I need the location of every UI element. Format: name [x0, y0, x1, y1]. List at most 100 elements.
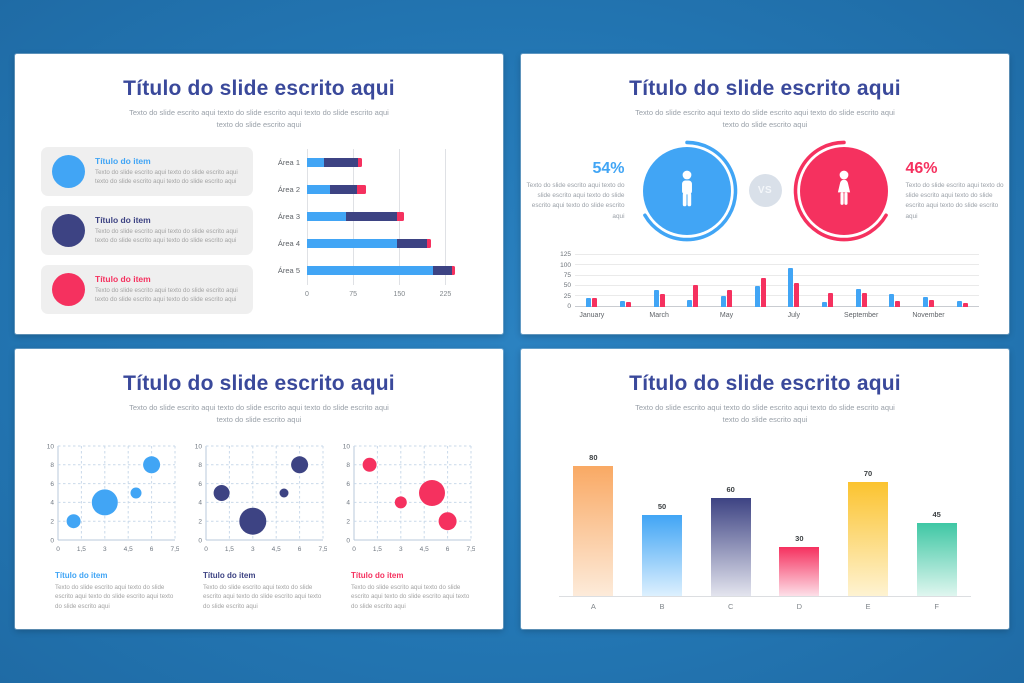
plot-area: 0 25 50 75 100 125: [560, 251, 979, 310]
x-tick-label: 6: [446, 546, 450, 553]
slide-1[interactable]: Título do slide escrito aqui Texto do sl…: [15, 54, 503, 334]
y-tick-label: 0: [567, 303, 571, 311]
bar: [754, 285, 760, 307]
x-tick-label: 1,5: [373, 546, 382, 553]
male-percentage: 54%: [592, 159, 625, 177]
x-tick-label: 0: [352, 546, 356, 553]
x-tick-label: 1,5: [77, 546, 86, 553]
x-tick-label: 3: [251, 546, 255, 553]
category-label: Área 2: [277, 184, 300, 194]
x-tick-label: 4,5: [124, 546, 133, 553]
bubble: [279, 488, 289, 498]
x-tick-label: C: [727, 601, 734, 611]
bubble: [394, 496, 407, 509]
female-percentage: 46%: [905, 159, 938, 177]
category-label: Área 4: [277, 238, 300, 248]
x-tick-label: 75: [349, 290, 358, 298]
bar: [592, 298, 598, 307]
bar-group: [743, 255, 777, 307]
plot-area: 80 50 60 30 70 45: [559, 445, 971, 597]
y-tick-label: 8: [346, 462, 350, 469]
gridline: [575, 284, 979, 286]
bar-row: Área 5: [269, 257, 477, 284]
legend-item[interactable]: Título do item Texto do slide escrito aqu…: [41, 264, 253, 314]
bar-group: [811, 255, 845, 307]
bar-group: [912, 255, 946, 307]
gridline: [575, 274, 979, 276]
legend-item[interactable]: Título do item Texto do slide escrito aqu…: [41, 205, 253, 255]
bar-cell: 50: [628, 502, 697, 596]
y-tick-label: 2: [198, 518, 202, 525]
y-tick-label: 6: [346, 481, 350, 488]
legend-item-text: Texto do slide escrito aqui texto do sli…: [95, 227, 238, 245]
x-tick-label: 3: [103, 546, 107, 553]
category-label: Área 5: [277, 265, 300, 275]
bubble: [130, 487, 142, 499]
bar-segment: [358, 157, 362, 167]
bubble-item-title: Título do item: [55, 570, 108, 580]
slide-title: Título do slide escrito aqui: [629, 372, 901, 395]
slide-4[interactable]: Título do slide escrito aqui Texto do sl…: [521, 349, 1009, 629]
x-tick-label: 7,5: [318, 546, 327, 553]
bar-group: [945, 255, 979, 307]
bubble-item-text: Texto do slide escrito aqui texto do sli…: [351, 583, 470, 610]
x-tick-label: 150: [393, 290, 406, 298]
slide1-body: Título do item Texto do slide escrito aqu…: [41, 146, 477, 314]
bubble-chart-cell: 0 2 4 6 8 10 0 1,5 3 4,5 6 7,5 Título do item Texto d…: [191, 440, 328, 612]
female-stat-block: 46% Texto do slide escrito aqui texto do…: [906, 160, 1007, 222]
bar: [794, 283, 800, 307]
gridline: [575, 264, 979, 266]
legend-item[interactable]: Título do item Texto do slide escrito aqu…: [41, 146, 253, 196]
y-tick-label: 4: [198, 499, 202, 506]
female-icon: [837, 170, 850, 205]
legend-texts: Título do item Texto do slide escrito aqu…: [95, 215, 242, 246]
x-tick-label: 0: [56, 546, 60, 553]
x-tick-label: 3: [399, 546, 403, 553]
bar: [962, 303, 968, 307]
legend-texts: Título do item Texto do slide escrito aqu…: [95, 274, 242, 305]
bubble-chart-cell: 0 2 4 6 8 10 0 1,5 3 4,5 6 7,5 Título do item Texto d…: [339, 440, 476, 612]
legend-item-title: Título do item: [95, 155, 151, 166]
x-tick-label: May: [719, 311, 734, 319]
legend-item-text: Texto do slide escrito aqui texto do sli…: [95, 286, 238, 304]
bubble-chart-cell: 0 2 4 6 8 10 0 1,5 3 4,5 6 7,5 Título do item Texto d…: [43, 440, 180, 612]
bar-value-label: 60: [726, 485, 735, 495]
bar-value-label: 70: [863, 469, 873, 478]
gridline: [445, 148, 447, 285]
legend-item-title: Título do item: [95, 273, 151, 284]
bubble: [438, 511, 457, 530]
x-tick-label: January: [579, 311, 605, 319]
slide-title: Título do slide escrito aqui: [123, 77, 395, 100]
female-stat-text: Texto do slide escrito aqui texto do sli…: [905, 181, 1004, 220]
x-tick-label: 7,5: [170, 546, 179, 553]
bar: [659, 294, 665, 307]
bar-segment: [307, 184, 331, 194]
bar: [861, 293, 867, 307]
bar-rows: Área 1 Área 2 Área 3 Área 4 Área 5: [269, 149, 477, 285]
bubble-item-title: Título do item: [351, 570, 404, 580]
bar-value-label: 50: [657, 501, 667, 511]
x-axis-labels: January March May July September November: [575, 312, 979, 323]
bar: [693, 285, 699, 307]
y-tick-label: 0: [346, 537, 350, 544]
bar-segment: [397, 211, 405, 221]
x-tick-label: B: [659, 601, 665, 611]
y-tick-label: 8: [50, 462, 54, 469]
bar-row: Área 2: [269, 176, 477, 203]
legend-color-dot: [52, 213, 85, 247]
legend-item-title: Título do item: [95, 214, 151, 225]
male-stat-block: 54% Texto do slide escrito aqui texto do…: [524, 159, 625, 222]
comparison-row: 54% Texto do slide escrito aqui texto do…: [521, 140, 1009, 242]
gridline: [575, 305, 979, 307]
bubble-chart: 0 2 4 6 8 10 0 1,5 3 4,5 6 7,5: [195, 443, 328, 553]
x-tick-label: 1,5: [225, 546, 234, 553]
slide-subtitle: Texto do slide escrito aqui texto do sli…: [129, 108, 389, 130]
slide-3[interactable]: Título do slide escrito aqui Texto do sl…: [15, 349, 503, 629]
slide-2[interactable]: Título do slide escrito aqui Texto do sl…: [521, 54, 1009, 334]
y-tick-label: 125: [560, 251, 571, 259]
bar: [626, 301, 631, 307]
bar-row: Área 3: [269, 203, 477, 230]
x-tick-label: 6: [298, 546, 302, 553]
legend-color-dot: [52, 154, 85, 188]
female-arc: [793, 140, 888, 242]
